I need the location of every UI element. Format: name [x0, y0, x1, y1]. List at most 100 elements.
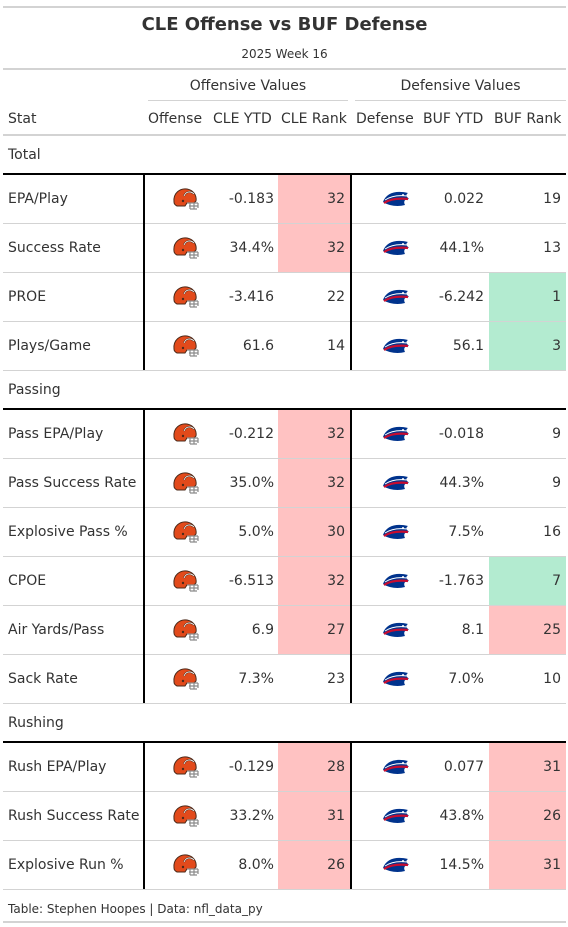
buf-ytd-value: 0.022 — [443, 191, 484, 207]
browns-helmet-icon — [171, 569, 199, 597]
bills-logo-icon — [381, 669, 411, 693]
stat-name: Pass EPA/Play — [8, 426, 104, 442]
offense-column-border — [143, 741, 145, 889]
table-row: Explosive Run % 8.0% 26 14.5% 31 — [3, 841, 566, 890]
buf-rank-value: 9 — [552, 426, 561, 442]
bills-logo-icon — [381, 806, 411, 830]
browns-helmet-icon — [171, 804, 199, 832]
bills-logo-icon — [381, 522, 411, 546]
buf-rank-value: 7 — [552, 573, 561, 589]
cle-rank-value: 30 — [327, 524, 345, 540]
cle-ytd-value: 35.0% — [229, 475, 274, 491]
stat-name: PROE — [8, 289, 47, 305]
defense-column-border — [350, 408, 352, 703]
buf-rank-value: 9 — [552, 475, 561, 491]
buf-ytd-value: 44.3% — [439, 475, 484, 491]
bills-logo-icon — [381, 473, 411, 497]
column-header-buf-ytd: BUF YTD — [423, 111, 484, 127]
row-group-heading: Total — [3, 136, 566, 175]
stat-name: Plays/Game — [8, 338, 91, 354]
buf-ytd-value: 7.0% — [448, 671, 484, 687]
buf-rank-value: 25 — [543, 622, 561, 638]
cle-rank-value: 32 — [327, 426, 345, 442]
row-divider — [3, 272, 566, 273]
row-group-label: Passing — [8, 382, 61, 398]
buf-rank-value: 10 — [543, 671, 561, 687]
table-row: Rush Success Rate 33.2% 31 43.8% 26 — [3, 792, 566, 841]
row-divider — [3, 703, 566, 704]
browns-helmet-icon — [171, 853, 199, 881]
buf-rank-value: 31 — [543, 759, 561, 775]
offense-column-border — [143, 173, 145, 370]
bills-logo-icon — [381, 238, 411, 262]
column-header-rule — [3, 134, 566, 136]
cle-rank-highlight — [278, 841, 350, 889]
buf-ytd-value: -0.018 — [438, 426, 484, 442]
cle-rank-value: 26 — [327, 857, 345, 873]
buf-ytd-value: 44.1% — [439, 240, 484, 256]
cle-rank-highlight — [278, 557, 350, 605]
cle-rank-value: 28 — [327, 759, 345, 775]
table-row: Explosive Pass % 5.0% 30 7.5% 16 — [3, 508, 566, 557]
row-divider — [3, 889, 566, 890]
row-group-heading: Passing — [3, 371, 566, 410]
buf-rank-value: 13 — [543, 240, 561, 256]
column-header-offense: Offense — [148, 111, 203, 127]
browns-helmet-icon — [171, 187, 199, 215]
browns-helmet-icon — [171, 755, 199, 783]
browns-helmet-icon — [171, 285, 199, 313]
buf-rank-value: 26 — [543, 808, 561, 824]
stat-name: Explosive Pass % — [8, 524, 128, 540]
cle-ytd-value: -6.513 — [228, 573, 274, 589]
row-group-heading: Rushing — [3, 704, 566, 743]
table-row: Pass EPA/Play -0.212 32 -0.018 9 — [3, 410, 566, 459]
table-row: EPA/Play -0.183 32 0.022 19 — [3, 175, 566, 224]
stat-name: EPA/Play — [8, 191, 68, 207]
browns-helmet-icon — [171, 236, 199, 264]
page-subtitle: 2025 Week 16 — [241, 47, 328, 61]
cle-rank-highlight — [278, 508, 350, 556]
table-row: Plays/Game 61.6 14 56.1 3 — [3, 322, 566, 371]
row-divider — [3, 223, 566, 224]
table-row: Success Rate 34.4% 32 44.1% 13 — [3, 224, 566, 273]
stat-name: CPOE — [8, 573, 47, 589]
cle-ytd-value: 61.6 — [242, 338, 274, 354]
buf-rank-value: 1 — [552, 289, 561, 305]
browns-helmet-icon — [171, 471, 199, 499]
stat-name: Explosive Run % — [8, 857, 124, 873]
cle-rank-value: 22 — [327, 289, 345, 305]
cle-rank-value: 32 — [327, 191, 345, 207]
row-divider — [3, 556, 566, 557]
cle-ytd-value: -0.212 — [228, 426, 274, 442]
browns-helmet-icon — [171, 334, 199, 362]
cle-rank-value: 32 — [327, 240, 345, 256]
subtitle-rule — [3, 68, 566, 70]
column-header-buf-rank: BUF Rank — [494, 111, 562, 127]
cle-rank-highlight — [278, 459, 350, 507]
source-note: Table: Stephen Hoopes | Data: nfl_data_p… — [8, 902, 263, 916]
cle-rank-value: 31 — [327, 808, 345, 824]
top-rule — [3, 6, 566, 8]
buf-rank-highlight — [489, 792, 566, 840]
buf-ytd-value: 43.8% — [439, 808, 484, 824]
column-header-cle-ytd: CLE YTD — [213, 111, 272, 127]
row-divider — [3, 654, 566, 655]
row-group-label: Rushing — [8, 715, 64, 731]
bills-logo-icon — [381, 287, 411, 311]
row-group-label: Total — [8, 147, 41, 163]
cle-ytd-value: 33.2% — [229, 808, 274, 824]
table-row: Sack Rate 7.3% 23 7.0% 10 — [3, 655, 566, 704]
buf-rank-highlight — [489, 606, 566, 654]
bills-logo-icon — [381, 336, 411, 360]
bills-logo-icon — [381, 424, 411, 448]
bills-logo-icon — [381, 620, 411, 644]
table-row: Pass Success Rate 35.0% 32 44.3% 9 — [3, 459, 566, 508]
browns-helmet-icon — [171, 422, 199, 450]
buf-rank-value: 31 — [543, 857, 561, 873]
defense-spanner-line — [355, 100, 566, 101]
table-row: CPOE -6.513 32 -1.763 7 — [3, 557, 566, 606]
cle-rank-value: 14 — [327, 338, 345, 354]
table-row: Rush EPA/Play -0.129 28 0.077 31 — [3, 743, 566, 792]
cle-rank-highlight — [278, 743, 350, 791]
bottom-rule — [3, 921, 566, 923]
